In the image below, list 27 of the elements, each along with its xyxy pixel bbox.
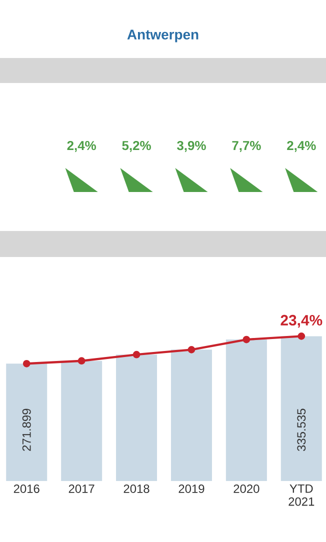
point <box>188 346 196 354</box>
point <box>78 357 86 365</box>
bar <box>280 336 322 481</box>
x-tick-label: 2017 <box>68 484 94 493</box>
x-tick-label: YTD 2021 <box>288 484 314 506</box>
bar <box>170 350 212 481</box>
data-label: 271.899 <box>22 408 31 451</box>
point <box>22 360 30 368</box>
x-tick-label: 2018 <box>124 484 150 493</box>
bar <box>226 340 267 481</box>
text: 2,4% <box>287 140 316 152</box>
bar <box>6 364 48 481</box>
bar <box>61 360 102 481</box>
x-tick-label: 2016 <box>14 484 40 493</box>
text: 3,9% <box>177 140 206 152</box>
text: 2,4% <box>67 140 96 152</box>
point <box>298 332 306 340</box>
x-tick-label: 2020 <box>234 484 260 493</box>
text: 7,7% <box>232 140 261 152</box>
text: 5,2% <box>122 140 151 152</box>
bar <box>116 354 158 481</box>
point <box>132 350 140 358</box>
chart-title: Antwerpen <box>127 30 198 42</box>
point <box>242 336 250 344</box>
data-label: 335.535 <box>297 408 306 452</box>
x-tick-label: 2019 <box>178 484 204 493</box>
annotation: 23,4% <box>280 314 322 328</box>
